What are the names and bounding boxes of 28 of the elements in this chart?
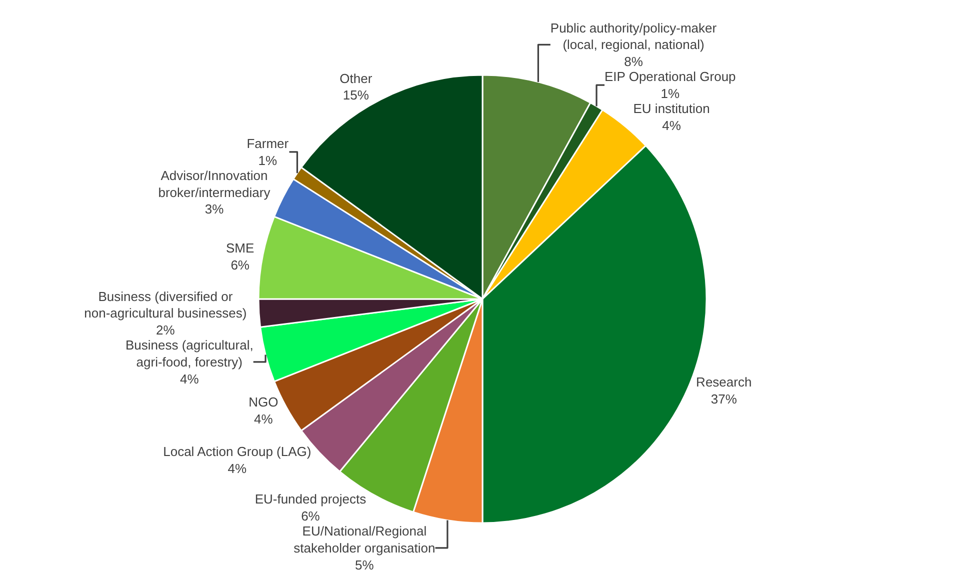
slice-label: Public authority/policy-maker (local, regional, national) bbox=[550, 20, 718, 52]
slice-label: NGO bbox=[248, 394, 278, 410]
data-label: 1% bbox=[258, 152, 278, 168]
slice-label: EU-funded projects bbox=[254, 492, 367, 507]
data-label: 4% bbox=[180, 371, 200, 386]
slice-label: Business (agricultural, agri-food, forestry) bbox=[125, 338, 254, 370]
data-label: 37% bbox=[710, 391, 738, 406]
data-label: 8% bbox=[624, 54, 644, 70]
data-label: 4% bbox=[254, 412, 274, 427]
slice-label: Farmer bbox=[246, 136, 290, 151]
data-label: 3% bbox=[204, 202, 224, 217]
slice-label: EU institution bbox=[633, 100, 710, 116]
slice-label: Advisor/Innovation broker/intermediary bbox=[158, 168, 271, 200]
slice-label: Other bbox=[340, 70, 373, 86]
slice-label: Local Action Group (LAG) bbox=[163, 444, 312, 459]
data-label: 6% bbox=[230, 257, 250, 272]
data-label: 5% bbox=[355, 557, 374, 572]
slice-label: SME bbox=[226, 240, 254, 256]
slice-label: Research bbox=[696, 374, 752, 390]
data-label: 6% bbox=[301, 508, 320, 524]
data-label: 15% bbox=[342, 88, 370, 103]
data-label: 4% bbox=[662, 118, 682, 133]
data-label: 2% bbox=[156, 322, 176, 338]
data-label: 4% bbox=[228, 460, 247, 476]
slice-label: EU/National/Regional stakeholder organisation bbox=[294, 523, 436, 556]
slice-label: EIP Operational Group bbox=[604, 69, 736, 84]
data-label: 1% bbox=[660, 86, 680, 101]
slice-label: Business (diversified or non-agricultural businesses) bbox=[84, 288, 247, 321]
